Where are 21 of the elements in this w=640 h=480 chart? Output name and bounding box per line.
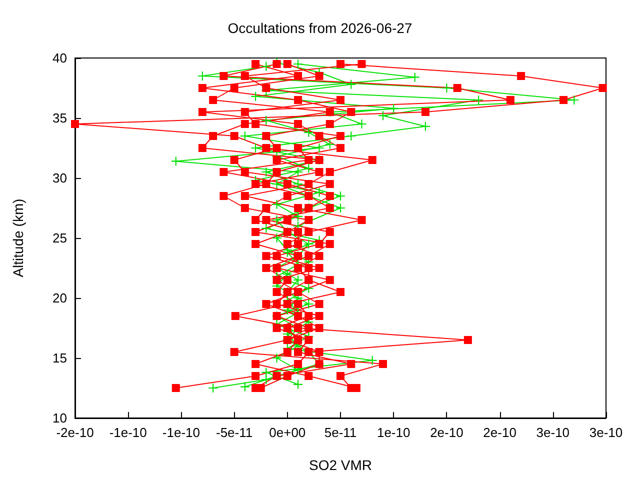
y-tick-label: 25 xyxy=(52,230,67,246)
x-tick-label: 0e+00 xyxy=(269,425,306,440)
x-tick-label: 5e-11 xyxy=(324,425,357,440)
chart-title: Occultations from 2026-06-27 xyxy=(228,20,412,36)
y-tick-label: 10 xyxy=(52,410,67,426)
x-tick-label: -5e-11 xyxy=(216,425,253,440)
x-tick-label: 2e-10 xyxy=(430,425,464,440)
y-tick-label: 30 xyxy=(52,170,67,186)
x-tick-label: 1e-10 xyxy=(376,425,410,440)
x-axis-title: SO2 VMR xyxy=(308,457,372,473)
y-tick-label: 35 xyxy=(52,110,67,126)
x-tick-label: 2e-10 xyxy=(483,425,516,440)
x-tick-label: -1e-10 xyxy=(162,425,200,440)
y-tick-label: 40 xyxy=(52,50,67,66)
x-tick-label: 3e-10 xyxy=(536,425,570,440)
y-tick-label: 20 xyxy=(52,290,67,306)
x-tick-label: -2e-10 xyxy=(56,425,94,440)
x-tick-label: 3e-10 xyxy=(589,425,623,440)
y-axis-title: Altitude (km) xyxy=(10,198,26,278)
y-tick-label: 15 xyxy=(52,350,67,366)
x-tick-label: -1e-10 xyxy=(109,425,147,440)
